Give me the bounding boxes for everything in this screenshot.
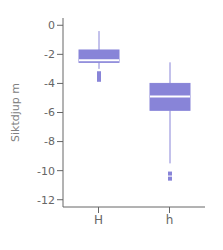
svg-text:H: H [94,213,103,227]
svg-text:Siktdjup m: Siktdjup m [9,83,22,142]
svg-text:0: 0 [48,19,55,32]
svg-text:-8: -8 [44,135,55,148]
svg-text:h: h [166,213,174,227]
svg-text:-10: -10 [37,165,55,178]
svg-text:-4: -4 [44,77,55,90]
svg-text:-12: -12 [37,194,55,207]
svg-text:-2: -2 [44,48,55,61]
svg-text:-6: -6 [44,106,55,119]
